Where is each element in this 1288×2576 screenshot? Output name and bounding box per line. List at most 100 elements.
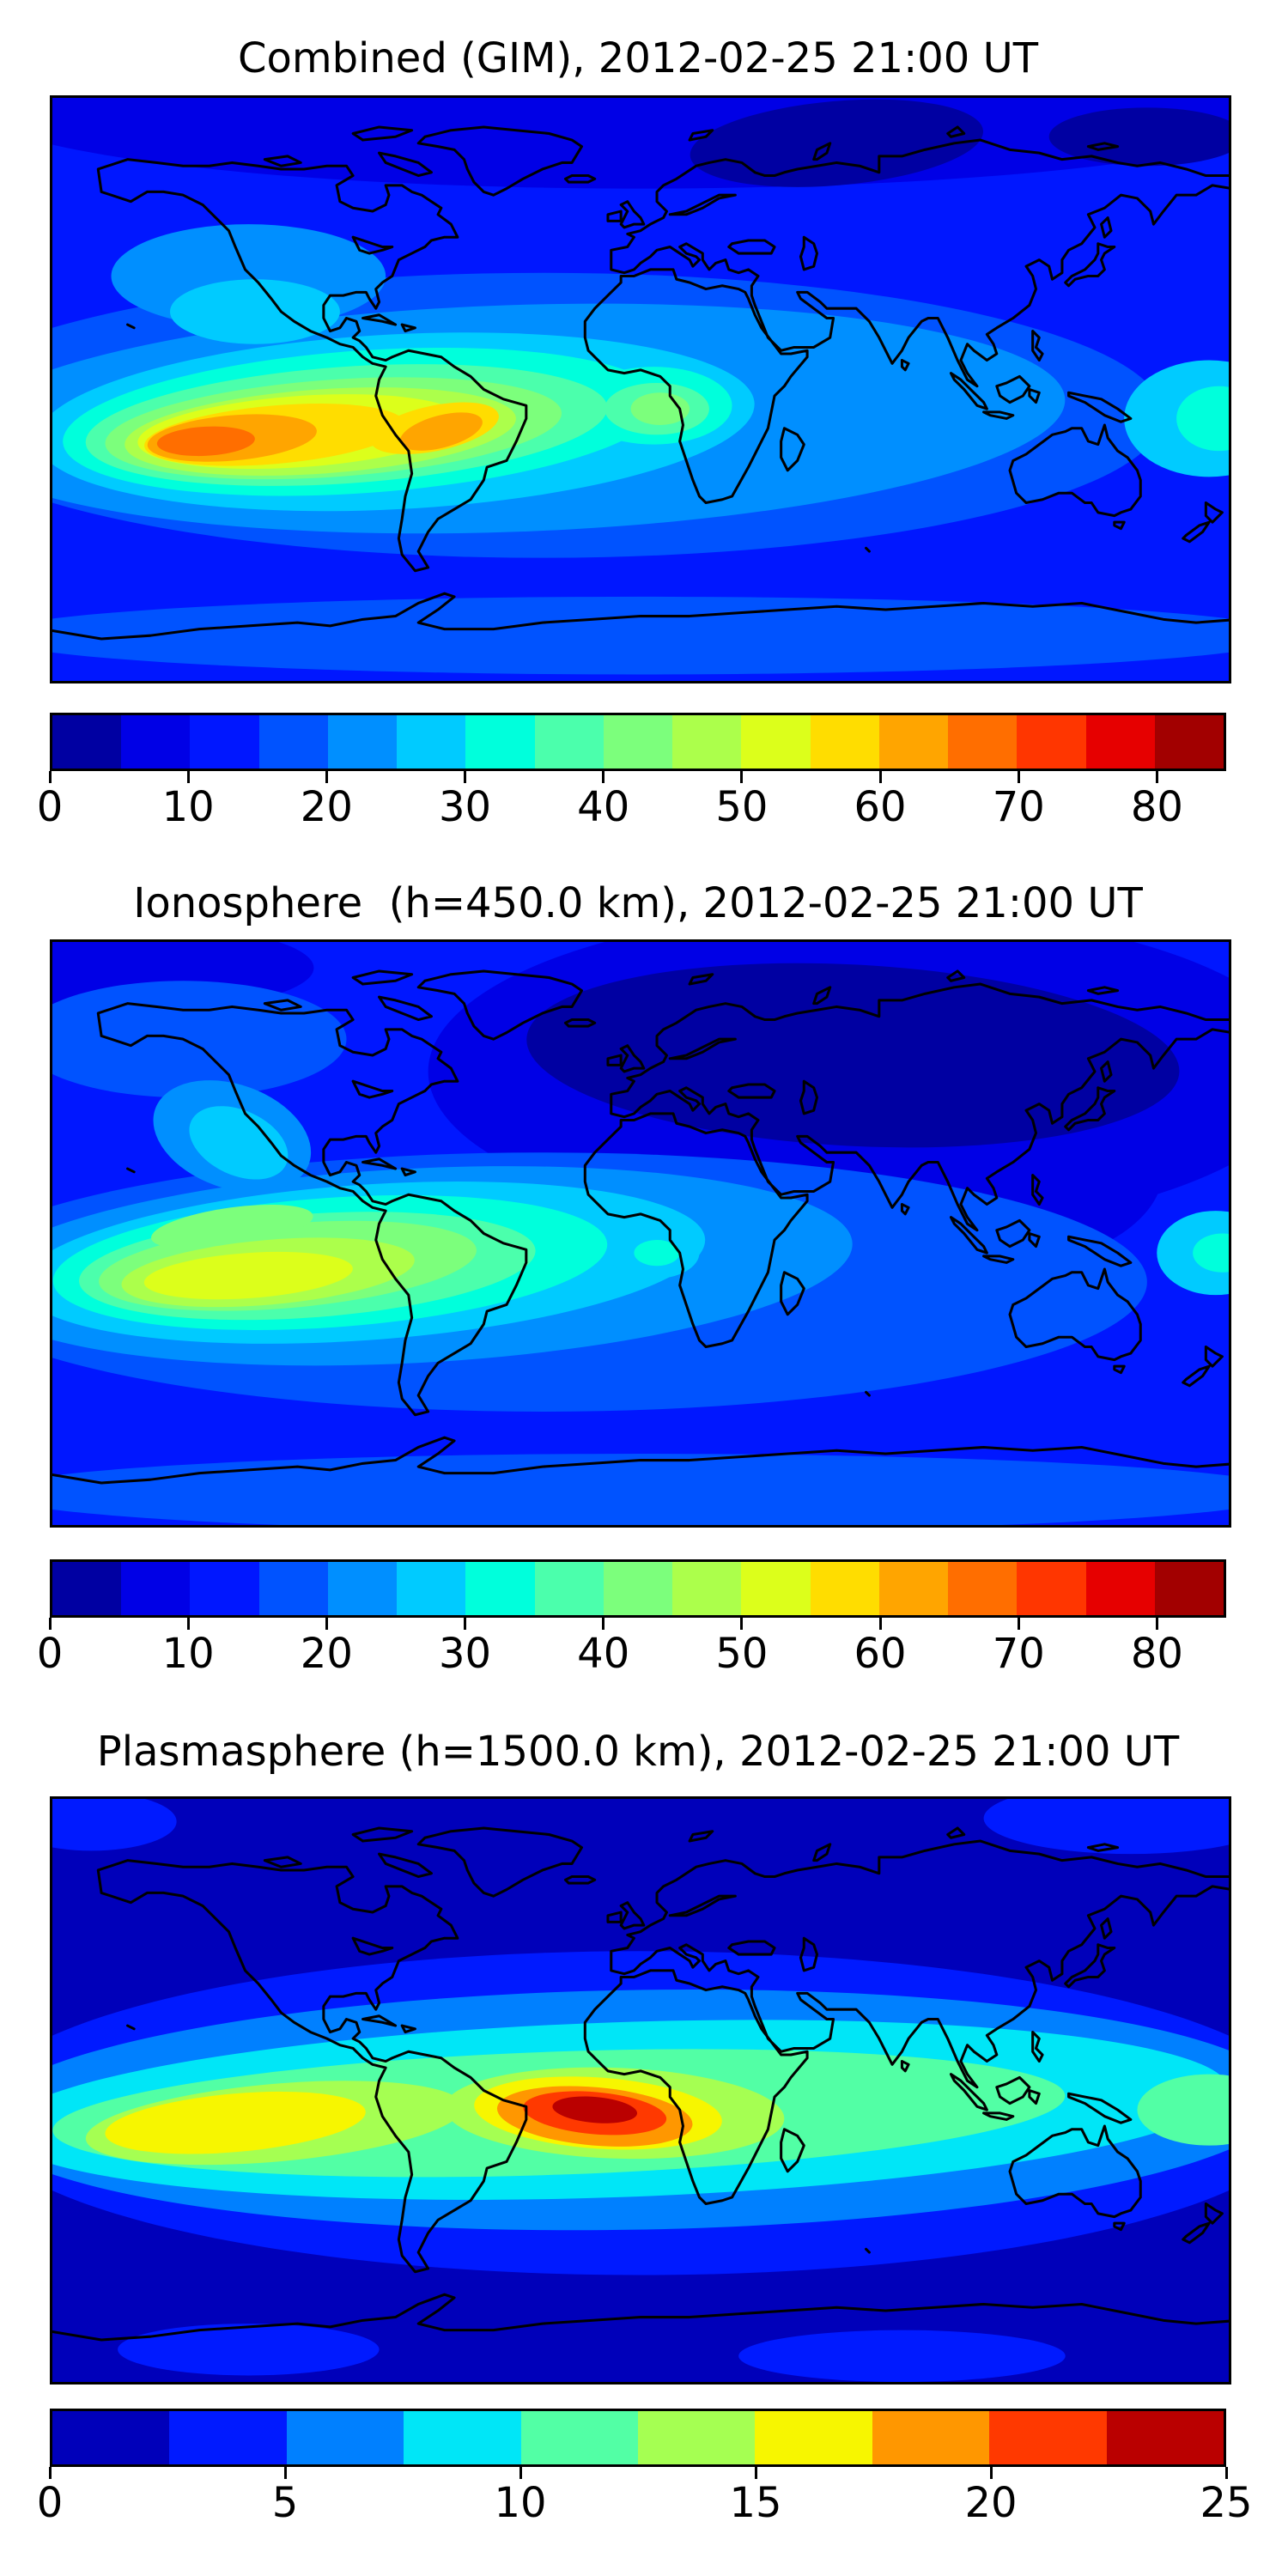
contour-band [151,1204,313,1249]
colorbar-segment [286,2411,404,2464]
contour-band [1193,1233,1229,1273]
colorbar-tick-label: 80 [1130,783,1183,831]
colorbar-tick [754,2467,757,2479]
colorbar-tick [1155,1618,1158,1630]
panel-title-combined: Combined (GIM), 2012-02-25 21:00 UT [237,34,1039,82]
colorbar-segment [948,1562,1018,1615]
coastline-combined [52,125,1229,641]
colorbar-segment [258,1562,328,1615]
colorbar-plasmasphere: 0 5 10 15 20 25 [37,2409,1253,2546]
colorbar-segment [397,1562,466,1615]
colorbar-tick [1224,2467,1228,2479]
colorbar-tick-label: 5 [271,2479,299,2527]
contour-band [1176,386,1229,452]
contour-band [634,1240,680,1267]
colorbar-combined: 0 10 20 30 40 50 60 70 80 [37,713,1226,850]
colorbar-segment [810,715,879,769]
contour-band [738,2330,1066,2382]
contour-band [156,426,255,457]
colorbar-tick [464,1618,467,1630]
colorbar-segment [1106,2411,1224,2464]
contour-band [118,2324,380,2376]
colorbar-tick-label: 0 [36,2479,64,2527]
colorbar-segment [190,715,259,769]
colorbar-tick [740,771,744,783]
contour-band [105,2091,366,2154]
colorbar-strip [50,1559,1226,1618]
contour-band [983,1799,1229,1855]
colorbar-tick [48,1618,52,1630]
contour-band [1048,107,1229,167]
contour-field-combined [52,98,1229,681]
colorbar-segment [878,715,949,769]
colorbar-segment [603,715,673,769]
map-ionosphere [50,939,1231,1528]
colorbar-segment [258,715,328,769]
colorbar-segment [948,715,1018,769]
panel-title-ionosphere: Ionosphere (h=450.0 km), 2012-02-25 21:0… [133,879,1143,927]
coastline-ionosphere [52,969,1229,1485]
colorbar-tick-label: 10 [494,2479,547,2527]
colorbar-segment [989,2411,1107,2464]
colorbar-segment [327,715,398,769]
coastline-path [52,1826,1229,2342]
colorbar-segment [534,715,604,769]
colorbar-segment [534,1562,604,1615]
colorbar-tick-label: 25 [1200,2479,1253,2527]
contour-band [52,596,1229,675]
map-plasmasphere [50,1796,1231,2385]
colorbar-tick [186,771,190,783]
colorbar-tick-label: 70 [992,1630,1045,1678]
colorbar-segment [190,1562,259,1615]
colorbar-segment [327,1562,398,1615]
colorbar-tick [48,2467,52,2479]
contour-band [1137,2074,1229,2146]
colorbar-segment [672,715,742,769]
colorbar-segment [121,715,191,769]
colorbar-tick-label: 15 [729,2479,782,2527]
colorbar-segment [52,2411,170,2464]
colorbar-tick [283,2467,287,2479]
colorbar-segment [1017,715,1086,769]
colorbar-segment [1154,1562,1224,1615]
colorbar-tick [464,771,467,783]
contour-band [52,1454,1229,1525]
colorbar-segment [638,2411,756,2464]
contour-band [52,1799,177,1851]
coastline-path [52,125,1229,641]
colorbar-tick-label: 30 [438,783,492,831]
world-map-svg-plasmasphere [52,1799,1229,2382]
colorbar-tick-label: 40 [577,1630,630,1678]
colorbar-tick-label: 20 [964,2479,1018,2527]
colorbar-tick-label: 20 [300,1630,353,1678]
contour-band [690,99,983,187]
colorbar-tick [519,2467,522,2479]
contour-band [189,1106,289,1180]
colorbar-tick-label: 60 [854,1630,907,1678]
colorbar-tick [1017,771,1020,783]
colorbar-tick-label: 70 [992,783,1045,831]
colorbar-tick-label: 50 [715,1630,769,1678]
contour-band [52,981,347,1098]
colorbar-segment [465,715,535,769]
colorbar-segment [397,715,466,769]
colorbar-tick-label: 60 [854,783,907,831]
colorbar-tick-label: 40 [577,783,630,831]
colorbar-tick [325,771,328,783]
map-combined [50,95,1231,683]
colorbar-segment [872,2411,990,2464]
contour-band [143,1251,353,1300]
colorbar-segment [603,1562,673,1615]
colorbar-tick-label: 50 [715,783,769,831]
coastline-plasmasphere [52,1826,1229,2342]
colorbar-tick-label: 10 [161,783,215,831]
colorbar-tick-label: 80 [1130,1630,1183,1678]
colorbar-segment [1154,715,1224,769]
colorbar-tick [989,2467,993,2479]
colorbar-tick-label: 0 [36,1630,64,1678]
contour-band [399,412,483,451]
contour-band [552,2096,638,2123]
colorbar-segment [1085,1562,1155,1615]
colorbar-segment [1085,715,1155,769]
